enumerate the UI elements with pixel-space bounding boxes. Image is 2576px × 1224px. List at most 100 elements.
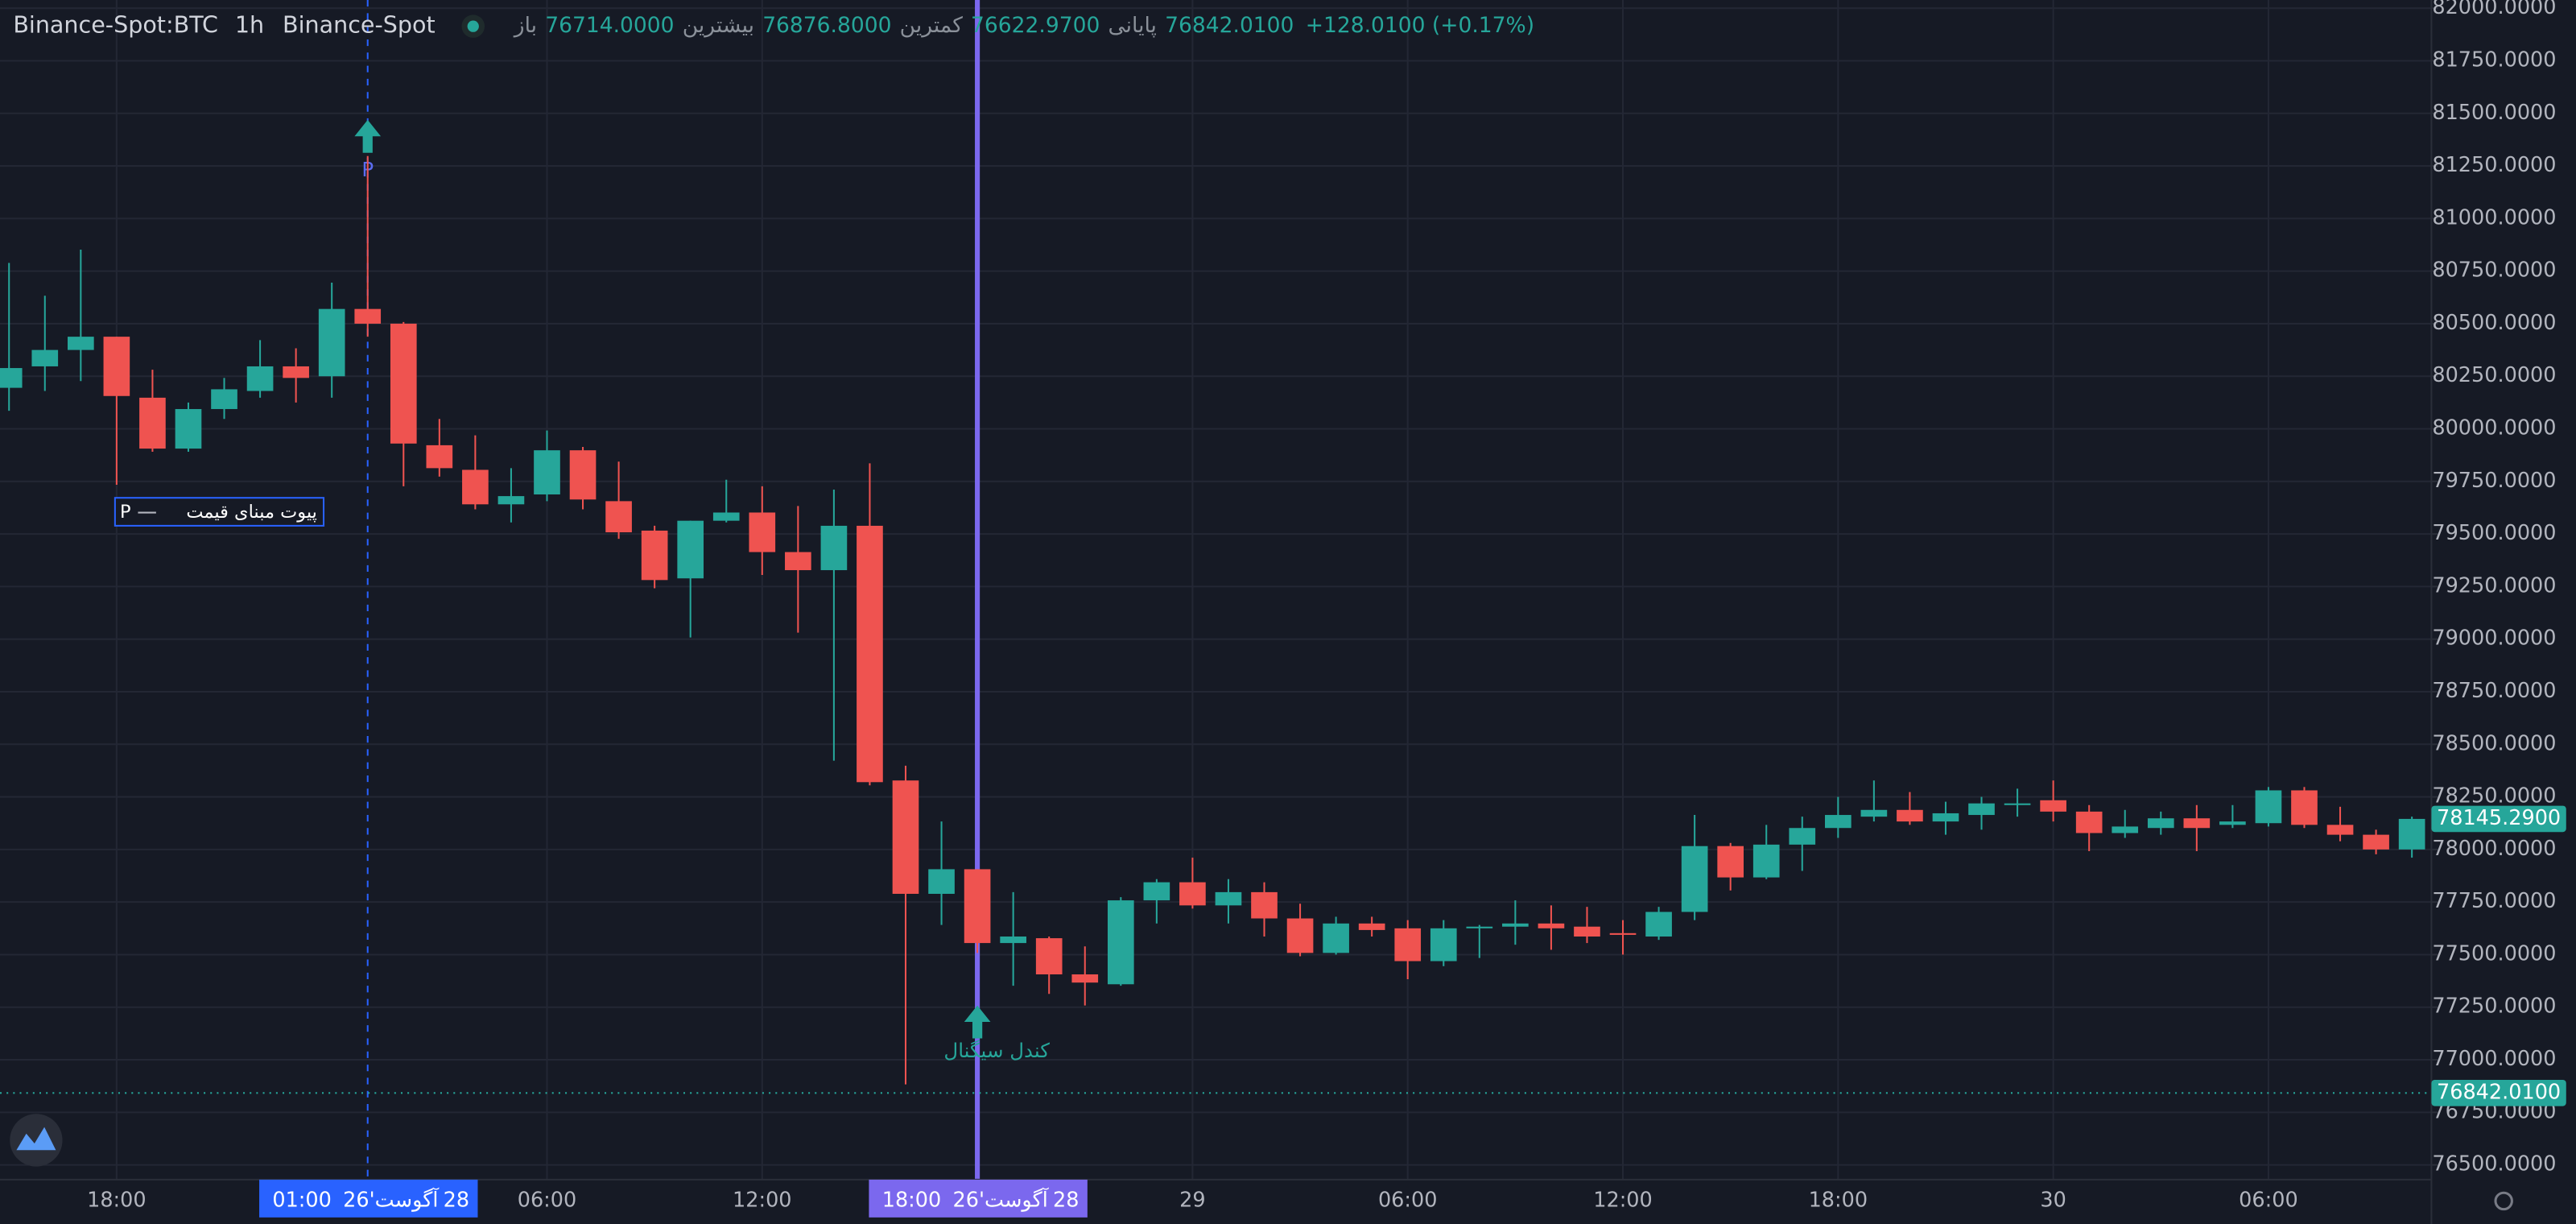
- exchange: Binance-Spot: [283, 11, 436, 39]
- candle-body: [283, 366, 309, 378]
- candle-body: [1968, 803, 1995, 816]
- crosshair-time: 01:00: [272, 1188, 332, 1212]
- candle-body: [1466, 926, 1493, 928]
- pivot-legend-text: پیوت مبنای قیمت: [186, 502, 316, 523]
- x-tick-label: 12:00: [733, 1188, 792, 1212]
- x-tick-label: 29: [1179, 1188, 1205, 1212]
- y-tick-label: 77250.0000: [2432, 994, 2556, 1019]
- price-label: 78145.2900: [2437, 806, 2561, 830]
- candle-body: [785, 552, 811, 571]
- y-tick-label: 78000.0000: [2432, 837, 2556, 861]
- header: Binance-Spot:BTC 1h Binance-Spot باز 7671…: [13, 11, 1534, 39]
- candle-body: [175, 408, 202, 449]
- candle-body: [2326, 825, 2354, 835]
- candle-body: [0, 368, 23, 388]
- ohlc-label: کمترین: [900, 13, 964, 38]
- candle-body: [1717, 846, 1744, 878]
- crosshair-time: 18:00: [882, 1188, 942, 1212]
- ohlc-label: بیشترین: [683, 13, 754, 38]
- candle-body: [390, 323, 417, 444]
- grid: [0, 0, 2432, 1180]
- candle-body: [1000, 936, 1026, 944]
- candle-body: [103, 337, 130, 396]
- candle-body: [68, 337, 94, 350]
- candle-body: [31, 349, 59, 366]
- candle-body: [964, 869, 991, 944]
- candle-body: [1681, 846, 1708, 912]
- ohlc-value: 76842.0100: [1165, 13, 1294, 38]
- y-tick-label: 82000.0000: [2432, 0, 2556, 19]
- y-tick-label: 80000.0000: [2432, 416, 2556, 440]
- x-tick-label: 18:00: [87, 1188, 147, 1212]
- candle-body: [534, 450, 560, 495]
- symbol: Binance-Spot:BTC: [13, 11, 218, 39]
- y-tick-label: 77750.0000: [2432, 889, 2556, 913]
- crosshair-day: 28: [444, 1188, 469, 1212]
- candle-body: [1323, 923, 1349, 953]
- candle-body: [2075, 811, 2103, 833]
- candle-body: [1789, 828, 1816, 845]
- x-tick-label: 30: [2040, 1188, 2066, 1212]
- y-tick-label: 79750.0000: [2432, 469, 2556, 493]
- y-tick-label: 79250.0000: [2432, 573, 2556, 598]
- candle-body: [641, 530, 668, 581]
- y-tick-label: 77000.0000: [2432, 1047, 2556, 1071]
- candle-body: [1502, 923, 1529, 927]
- x-tick-label: 06:00: [2239, 1188, 2298, 1212]
- y-tick-label: 81000.0000: [2432, 205, 2556, 229]
- candle-body: [1286, 918, 1314, 953]
- candle-body: [1358, 923, 1385, 930]
- settings-icon[interactable]: [2494, 1191, 2513, 1211]
- candle-body: [246, 366, 274, 391]
- price-label-box: [2431, 805, 2566, 833]
- price-label: 76842.0100: [2437, 1080, 2561, 1104]
- x-tick-label: 12:00: [1593, 1188, 1653, 1212]
- pivot-arrow: [354, 119, 382, 153]
- x-tick-label: 18:00: [1809, 1188, 1868, 1212]
- change: +128.0100 (+0.17%): [1306, 13, 1534, 38]
- candle-body: [211, 389, 237, 409]
- logo[interactable]: [10, 1114, 63, 1167]
- y-tick-label: 80500.0000: [2432, 311, 2556, 335]
- candle-body: [1932, 813, 1959, 822]
- candle-body: [1071, 974, 1099, 983]
- ohlc-label: پایانی: [1108, 13, 1157, 38]
- candle-body: [1035, 938, 1063, 975]
- candle-body: [820, 525, 848, 571]
- y-tick-label: 80250.0000: [2432, 363, 2556, 387]
- ohlc-label: باز: [513, 13, 537, 38]
- candle-body: [1897, 809, 1923, 822]
- candle-body: [2363, 834, 2389, 850]
- pivot-legend-symbol: P: [120, 502, 131, 523]
- candle-body: [2040, 800, 2066, 812]
- interval: 1h: [235, 11, 264, 39]
- signal-text: کندل سیگنال: [943, 1039, 1050, 1062]
- candle-body: [605, 501, 632, 533]
- crosshair-day: 28: [1053, 1188, 1079, 1212]
- candle-body: [749, 512, 776, 552]
- crosshair-box: [869, 1179, 1088, 1218]
- y-tick-label: 78500.0000: [2432, 731, 2556, 755]
- candle-body: [712, 512, 740, 521]
- gear: [2494, 1191, 2513, 1211]
- candle-body: [892, 780, 919, 894]
- ohlc-value: 76714.0000: [545, 13, 674, 38]
- crosshair-month: آگوست: [985, 1187, 1050, 1212]
- candle-body: [1179, 882, 1206, 906]
- candle-body: [928, 869, 955, 894]
- candle-body: [2219, 821, 2246, 825]
- price-label-box: [2431, 1079, 2566, 1106]
- candle-body: [426, 445, 453, 469]
- candle-body: [354, 308, 382, 324]
- candle-body: [497, 496, 525, 505]
- x-tick-label: 06:00: [1378, 1188, 1438, 1212]
- y-tick-label: 79000.0000: [2432, 626, 2556, 651]
- candle-body: [1251, 891, 1278, 919]
- y-tick-label: 81250.0000: [2432, 153, 2556, 177]
- candle-body: [857, 525, 883, 783]
- candle-body: [1752, 844, 1780, 878]
